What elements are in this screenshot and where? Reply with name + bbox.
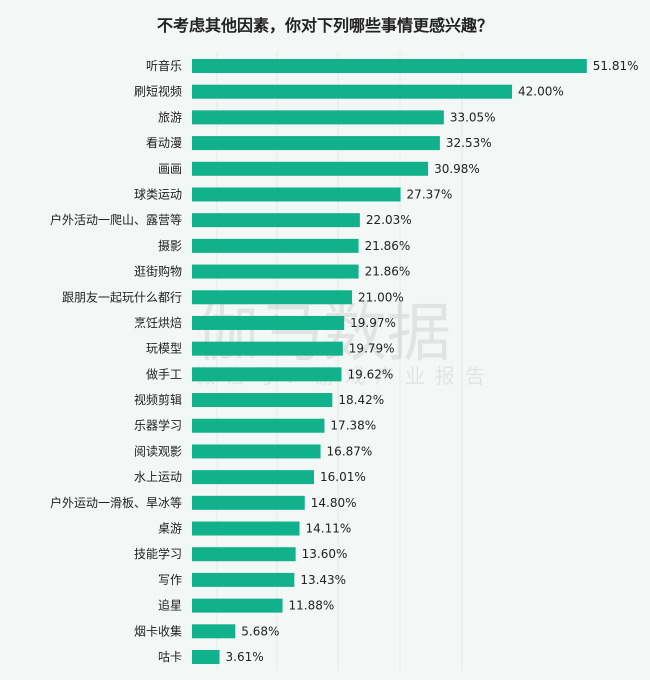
chart-title: 不考虑其他因素，你对下列哪些事情更感兴趣？: [156, 16, 493, 35]
bar: [192, 470, 314, 485]
value-label: 21.00%: [358, 290, 404, 304]
bar: [192, 444, 321, 459]
category-label: 烟卡收集: [134, 623, 182, 638]
value-label: 42.00%: [518, 85, 564, 99]
value-label: 21.86%: [365, 265, 411, 279]
category-label: 旅游: [158, 110, 182, 124]
bar: [192, 521, 300, 536]
bar: [192, 367, 342, 382]
category-label: 桌游: [158, 522, 182, 536]
bar: [192, 341, 343, 356]
bar: [192, 650, 220, 664]
bar: [192, 418, 325, 433]
bar: [192, 264, 359, 279]
category-label: 摄影: [158, 238, 182, 253]
value-label: 13.43%: [300, 573, 346, 587]
category-label: 看动漫: [146, 136, 182, 150]
bar: [192, 393, 333, 408]
value-label: 22.03%: [366, 213, 412, 227]
bar: [192, 110, 444, 125]
value-label: 33.05%: [450, 110, 496, 124]
bar: [192, 161, 429, 176]
value-label: 13.60%: [302, 547, 348, 561]
category-label: 追星: [158, 598, 182, 613]
value-label: 19.97%: [350, 316, 396, 330]
value-label: 17.38%: [330, 419, 376, 433]
category-label: 球类运动: [134, 187, 182, 201]
value-label: 32.53%: [446, 136, 492, 150]
bar: [192, 84, 513, 99]
category-label: 阅读观影: [134, 444, 182, 458]
bar: [192, 187, 401, 202]
category-label: 户外运动一滑板、旱冰等: [50, 495, 182, 510]
bar: [192, 213, 360, 228]
category-label: 写作: [158, 573, 182, 587]
watermark-main: 伽马数据: [195, 297, 451, 371]
value-label: 19.62%: [348, 367, 394, 381]
category-label: 刷短视频: [134, 84, 182, 99]
bar: [192, 290, 353, 305]
bar: [192, 136, 440, 151]
value-label: 21.86%: [365, 239, 411, 253]
value-label: 14.80%: [311, 496, 357, 510]
category-label: 乐器学习: [134, 418, 182, 433]
value-label: 16.01%: [320, 470, 366, 484]
bar: [192, 238, 359, 253]
bar: [192, 572, 295, 587]
bar: [192, 495, 305, 510]
category-label: 户外活动一爬山、露营等: [50, 212, 182, 227]
value-label: 19.79%: [349, 342, 395, 356]
value-label: 16.87%: [327, 444, 373, 458]
value-label: 5.68%: [241, 624, 279, 638]
category-label: 玩模型: [146, 342, 182, 356]
category-label: 烹饪烘焙: [134, 315, 182, 330]
bar: [192, 315, 345, 330]
category-label: 画画: [158, 162, 182, 176]
category-label: 听音乐: [146, 58, 182, 73]
value-label: 18.42%: [338, 393, 384, 407]
category-label: 跟朋友一起玩什么都行: [62, 290, 182, 304]
category-label: 水上运动: [134, 470, 182, 484]
category-label: 逛街购物: [134, 264, 182, 279]
value-label: 3.61%: [226, 650, 264, 664]
bar: [192, 59, 587, 73]
category-label: 技能学习: [134, 546, 182, 561]
value-label: 51.81%: [593, 59, 639, 73]
value-label: 30.98%: [434, 162, 480, 176]
category-label: 咕卡: [158, 649, 182, 664]
category-label: 做手工: [146, 366, 182, 381]
value-label: 27.37%: [407, 187, 453, 201]
bar: [192, 547, 296, 562]
bar: [192, 624, 236, 639]
value-label: 14.11%: [306, 522, 352, 536]
value-label: 11.88%: [289, 599, 335, 613]
bar: [192, 598, 283, 613]
category-label: 视频剪辑: [134, 392, 182, 407]
